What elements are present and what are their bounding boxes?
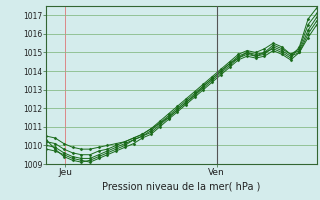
X-axis label: Pression niveau de la mer( hPa ): Pression niveau de la mer( hPa ) — [102, 181, 261, 191]
